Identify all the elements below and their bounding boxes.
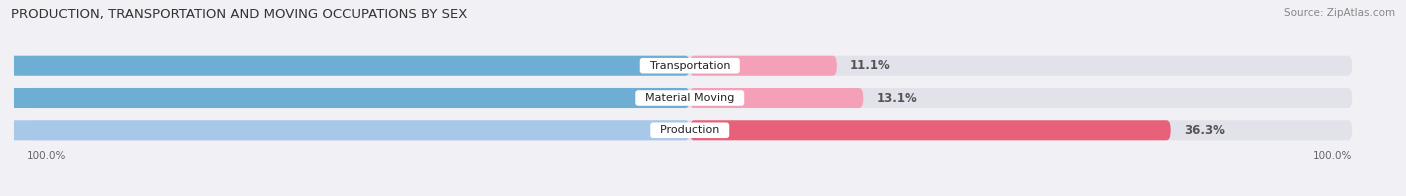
FancyBboxPatch shape	[27, 88, 1353, 108]
Text: 13.1%: 13.1%	[876, 92, 917, 104]
Text: Transportation: Transportation	[643, 61, 737, 71]
FancyBboxPatch shape	[0, 88, 690, 108]
FancyBboxPatch shape	[27, 120, 1353, 140]
FancyBboxPatch shape	[0, 56, 690, 76]
FancyBboxPatch shape	[690, 120, 1171, 140]
FancyBboxPatch shape	[690, 56, 837, 76]
Text: 36.3%: 36.3%	[1184, 124, 1225, 137]
Text: 100.0%: 100.0%	[1313, 151, 1353, 161]
Legend: Male, Female: Male, Female	[643, 193, 763, 196]
Text: 100.0%: 100.0%	[27, 151, 66, 161]
Text: Material Moving: Material Moving	[638, 93, 741, 103]
Text: 11.1%: 11.1%	[851, 59, 891, 72]
Text: Production: Production	[652, 125, 727, 135]
Text: PRODUCTION, TRANSPORTATION AND MOVING OCCUPATIONS BY SEX: PRODUCTION, TRANSPORTATION AND MOVING OC…	[11, 8, 468, 21]
FancyBboxPatch shape	[0, 120, 690, 140]
Text: Source: ZipAtlas.com: Source: ZipAtlas.com	[1284, 8, 1395, 18]
FancyBboxPatch shape	[27, 56, 1353, 76]
FancyBboxPatch shape	[690, 88, 863, 108]
